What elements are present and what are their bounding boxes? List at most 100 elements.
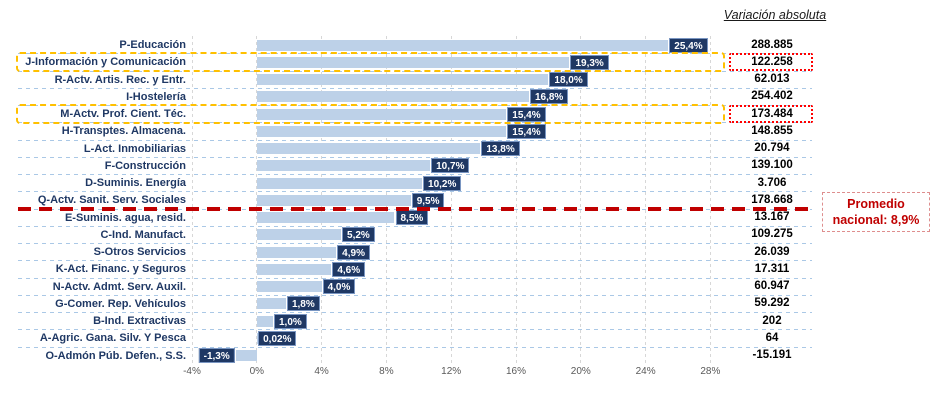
category-label: P-Educación — [119, 39, 186, 52]
row-separator — [18, 225, 812, 227]
category-label: G-Comer. Rep. Vehículos — [55, 297, 186, 310]
highlight-row-box — [16, 52, 725, 73]
category-label: D-Suminis. Energía — [85, 177, 186, 190]
bar — [256, 39, 669, 51]
bar-value-label: 0,02% — [258, 330, 297, 346]
row-separator — [18, 191, 812, 193]
national-average-line1: Promedio — [847, 197, 905, 211]
national-average-line2: nacional: 8,9% — [832, 213, 920, 227]
absolute-value: 13.167 — [754, 211, 790, 224]
x-gridline — [191, 36, 193, 365]
x-axis-tick-label: 0% — [249, 366, 265, 377]
bar-value-label: 15,4% — [507, 106, 546, 122]
absolute-value: 139.100 — [751, 159, 793, 172]
row-separator — [18, 312, 812, 313]
category-label: E-Suminis. agua, resid. — [64, 211, 186, 224]
national-average-box: Promedio nacional: 8,9% — [822, 192, 930, 232]
x-gridline — [515, 36, 517, 365]
bar-value-label: 16,8% — [529, 89, 569, 105]
bar-value-label: 15,4% — [507, 123, 546, 139]
absolute-value: 60.947 — [754, 280, 790, 293]
national-average-line — [18, 207, 808, 211]
absolute-value: 178.668 — [751, 193, 793, 206]
highlight-value-box — [729, 53, 813, 72]
bar — [256, 229, 342, 241]
x-axis-tick-label: 12% — [441, 366, 462, 377]
x-gridline — [709, 36, 711, 365]
category-label: I-Hostelería — [126, 90, 186, 103]
bar-value-label: 8,5% — [395, 210, 429, 226]
category-label: R-Actv. Artis. Rec. y Entr. — [54, 73, 186, 86]
category-label: H-Transptes. Almacena. — [61, 125, 186, 138]
category-label: O-Admón Púb. Defen., S.S. — [45, 349, 186, 362]
x-axis-tick-label: 28% — [700, 366, 721, 377]
row-separator — [18, 139, 812, 141]
bar — [256, 263, 332, 275]
bar — [256, 298, 286, 310]
absolute-value: 20.794 — [754, 142, 790, 155]
absolute-value: 254.402 — [751, 90, 793, 103]
bar — [256, 125, 507, 137]
row-separator — [18, 277, 812, 279]
category-label: K-Act. Financ. y Seguros — [55, 263, 186, 276]
row-separator — [18, 294, 812, 296]
bar — [256, 212, 395, 224]
category-label: J-Información y Comunicación — [25, 56, 186, 69]
bar-value-label: 9,5% — [411, 192, 445, 208]
bar — [256, 246, 337, 258]
category-label: B-Ind. Extractivas — [93, 315, 186, 328]
row-separator — [18, 260, 812, 262]
category-label: M-Actv. Prof. Cient. Téc. — [60, 108, 186, 121]
row-separator — [18, 329, 812, 331]
x-axis-tick-label: 4% — [314, 366, 329, 377]
row-separator — [18, 156, 812, 158]
bar — [256, 108, 507, 120]
highlight-value-box — [729, 105, 813, 124]
bar-value-label: 4,6% — [332, 261, 366, 277]
bar-value-label: -1,3% — [198, 348, 235, 364]
x-axis-tick-label: 24% — [635, 366, 656, 377]
x-gridline — [580, 36, 582, 365]
absolute-value: 122.258 — [751, 55, 793, 68]
category-label: Q-Actv. Sanit. Serv. Sociales — [37, 194, 186, 207]
x-axis-tick-label: -4% — [183, 366, 201, 377]
bar-value-label: 10,2% — [423, 175, 462, 191]
bar-value-label: 19,3% — [570, 54, 609, 70]
absolute-value: 59.292 — [754, 297, 790, 310]
bar — [256, 177, 423, 189]
absolute-value: 288.885 — [751, 38, 793, 51]
absolute-value: 109.275 — [751, 228, 793, 241]
x-axis-tick-label: 8% — [379, 366, 394, 377]
category-label: L-Act. Inmobiliarias — [83, 142, 186, 155]
bar-value-label: 10,7% — [431, 158, 470, 174]
absolute-value: 173.484 — [751, 107, 793, 120]
bar-value-label: 25,4% — [669, 37, 708, 53]
bar-value-label: 18,0% — [549, 72, 588, 88]
x-axis-tick-label: 16% — [505, 366, 526, 377]
absolute-value: 17.311 — [754, 262, 790, 275]
category-label: F-Construcción — [104, 159, 186, 172]
bar — [256, 315, 273, 327]
bar — [256, 74, 549, 86]
value-column-title: Variación absoluta — [723, 8, 827, 22]
x-gridline — [645, 36, 647, 365]
bar-value-label: 1,0% — [274, 313, 307, 329]
category-label: C-Ind. Manufact. — [100, 228, 186, 241]
row-separator — [18, 243, 812, 244]
bar-value-label: 13,8% — [481, 141, 520, 157]
bar — [256, 160, 431, 172]
row-separator — [18, 346, 812, 348]
bar — [256, 91, 529, 103]
absolute-value: 62.013 — [754, 73, 790, 86]
x-axis-tick-label: 20% — [570, 366, 591, 377]
bar — [256, 194, 411, 206]
absolute-value: 148.855 — [751, 124, 793, 137]
x-gridline — [450, 36, 452, 365]
highlight-row-box — [16, 104, 725, 125]
bar-value-label: 4,9% — [337, 244, 370, 260]
absolute-value: -15.191 — [752, 349, 792, 362]
bar-value-label: 4,0% — [322, 279, 356, 295]
absolute-value: 202 — [762, 314, 782, 327]
bar — [256, 281, 322, 293]
